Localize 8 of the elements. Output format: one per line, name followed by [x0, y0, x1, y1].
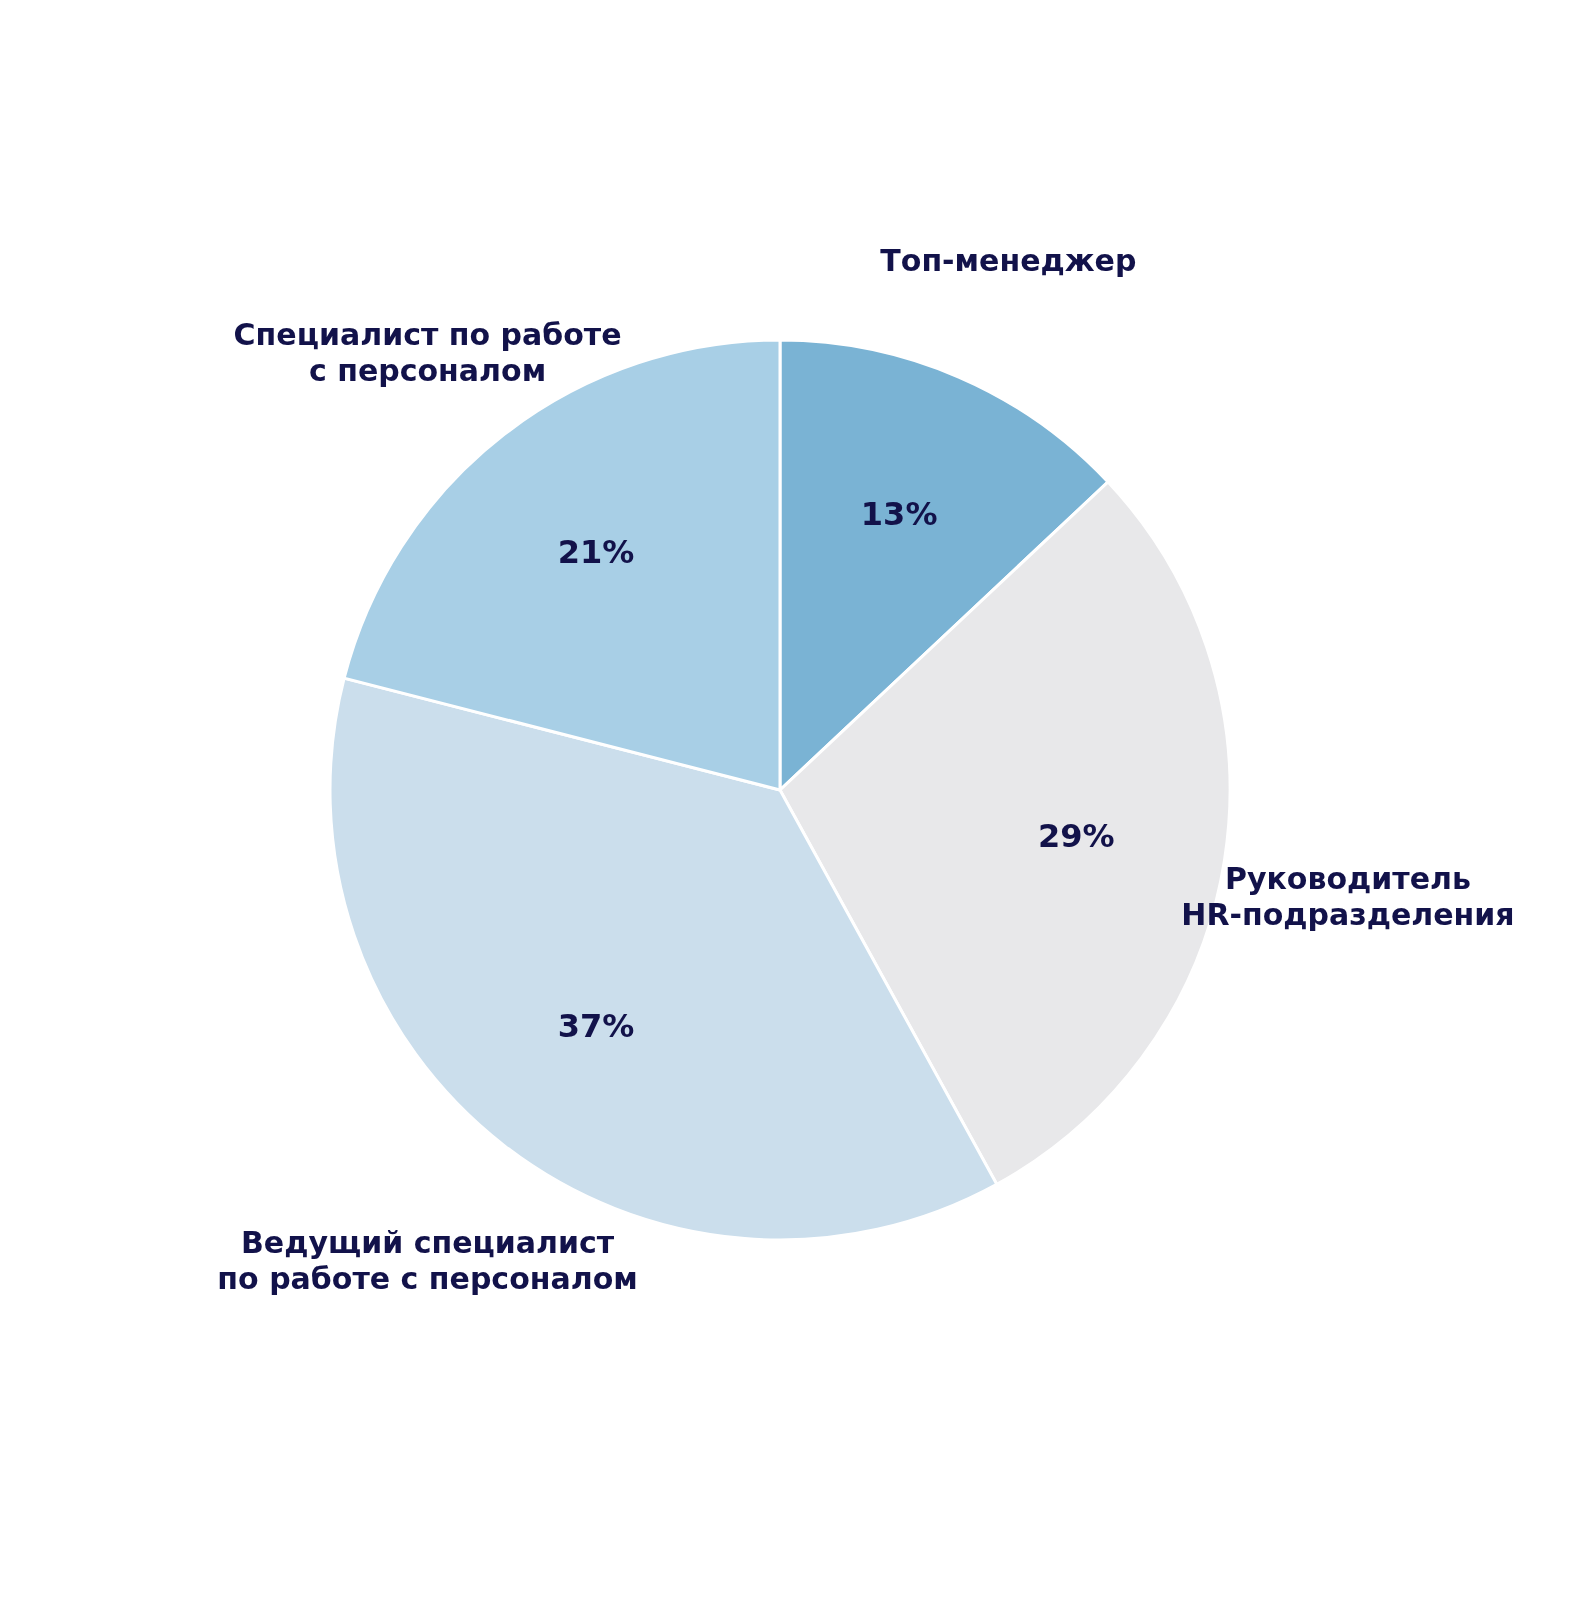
slice-label: Специалист по работе с персоналом	[233, 316, 622, 388]
data-label: 29%	[1038, 816, 1115, 855]
data-label: 37%	[557, 1007, 635, 1046]
slice-label: Ведущий специалист по работе с персоналом	[217, 1225, 638, 1297]
data-label: 21%	[557, 532, 635, 571]
slice-label: Руководитель HR-подразделения	[1181, 860, 1515, 932]
data-label: 13%	[860, 494, 938, 533]
slice-label: Топ-менеджер	[880, 243, 1137, 279]
